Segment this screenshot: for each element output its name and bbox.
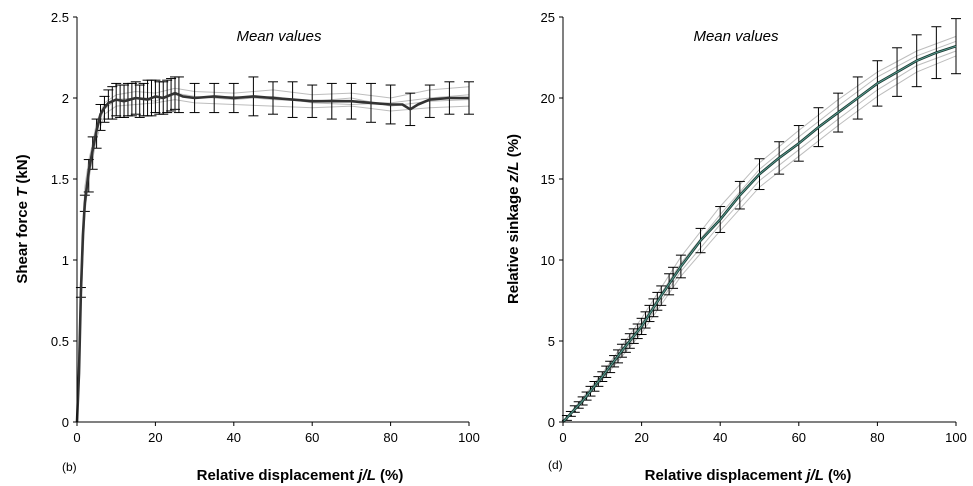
chart-d-x-tick-label: 100 <box>945 430 967 445</box>
chart-d-y-axis-label-symbol: z/L <box>505 161 522 183</box>
chart-b-error-bar <box>107 86 118 120</box>
chart-b-y-axis-label: Shear force T (kN) <box>14 154 31 283</box>
chart-b-x-ticks: 0 20 40 60 80 100 <box>73 422 480 445</box>
chart-b-error-bar <box>424 84 435 118</box>
chart-b-run-lines <box>76 86 470 423</box>
chart-d-x-tick-label: 40 <box>713 430 727 445</box>
chart-d-mean-line <box>562 44 957 423</box>
chart-d-annotation: Mean values <box>693 28 779 45</box>
chart-d-y-axis-label-text: Relative sinkage <box>505 182 522 304</box>
chart-b-run-line-1 <box>76 86 470 423</box>
chart-b-x-tick-label: 40 <box>227 430 241 445</box>
chart-d-x-tick-label: 80 <box>870 430 884 445</box>
chart-b-axes <box>76 17 469 423</box>
chart-d-y-ticks: 0 5 10 15 20 25 <box>541 10 563 430</box>
chart-b-y-ticks: 0 0.5 1 1.5 2 2.5 <box>51 10 77 430</box>
chart-d-y-tick-label: 5 <box>548 334 555 349</box>
chart-d-axes <box>562 17 956 423</box>
chart-d-run-line-4 <box>562 50 957 423</box>
chart-b-run-line-4 <box>76 92 470 423</box>
chart-d-y-tick-label: 0 <box>548 415 555 430</box>
chart-d-run-line-2 <box>562 55 957 423</box>
chart-b-x-axis-label-unit: (%) <box>376 467 404 484</box>
chart-b-y-axis-label-text: Shear force <box>14 197 31 284</box>
chart-d-x-tick-label: 60 <box>792 430 806 445</box>
chart-b-error-bar <box>134 84 145 118</box>
chart-d-mean-line-path <box>562 44 957 423</box>
chart-b-y-tick-label: 2.5 <box>51 10 69 25</box>
chart-d-x-ticks: 0 20 40 60 80 100 <box>559 422 967 445</box>
chart-d-y-axis-label-unit: (%) <box>505 134 522 162</box>
chart-d-y-tick-label: 15 <box>541 172 555 187</box>
chart-b-annotation: Mean values <box>236 28 322 45</box>
chart-b-x-axis-label-text: Relative displacement <box>197 467 359 484</box>
chart-b-run-line-2 <box>76 99 470 423</box>
chart-d-y-axis-label: Relative sinkage z/L (%) <box>505 134 522 304</box>
chart-b-error-bars <box>75 76 474 298</box>
chart-b-y-tick-label: 2 <box>62 91 69 106</box>
chart-d-x-tick-label: 20 <box>634 430 648 445</box>
chart-b-y-tick-label: 1.5 <box>51 172 69 187</box>
chart-d-y-tick-label: 25 <box>541 10 555 25</box>
chart-b-y-axis-label-symbol: T <box>14 186 31 197</box>
chart-b-x-axis-label-symbol: j/L <box>356 467 376 484</box>
chart-b-error-bar <box>209 82 220 114</box>
chart-d-error-bar <box>951 18 961 75</box>
chart-d-run-line-3 <box>562 40 957 423</box>
chart-b-x-tick-label: 60 <box>305 430 319 445</box>
chart-b-y-tick-label: 0.5 <box>51 334 69 349</box>
chart-d-y-tick-label: 20 <box>541 91 555 106</box>
chart-d-x-axis-label-unit: (%) <box>824 467 852 484</box>
chart-d-x-axis-label-text: Relative displacement <box>645 467 807 484</box>
chart-b-mean-line-path <box>75 91 469 423</box>
chart-b-y-tick-label: 0 <box>62 415 69 430</box>
chart-d-error-bars <box>561 18 961 421</box>
chart-b-x-axis-label: Relative displacement j/L (%) <box>197 467 404 484</box>
chart-b-x-tick-label: 100 <box>458 430 480 445</box>
chart-b-x-tick-label: 0 <box>73 430 80 445</box>
chart-b-mean-line <box>75 91 469 423</box>
chart-b-run-line-3 <box>76 94 470 423</box>
chart-d-y-tick-label: 10 <box>541 253 555 268</box>
chart-b-panel-label: (b) <box>62 460 77 474</box>
chart-b-x-tick-label: 80 <box>383 430 397 445</box>
chart-d-x-axis-label-symbol: j/L <box>804 467 824 484</box>
chart-b-y-axis-label-unit: (kN) <box>14 154 31 187</box>
chart-d-panel-label: (d) <box>548 458 563 472</box>
chart-d-x-tick-label: 0 <box>559 430 566 445</box>
chart-b-y-tick-label: 1 <box>62 253 69 268</box>
chart-b: 0 20 40 60 80 100 0 0.5 1 1.5 2 2.5 Mean values (b… <box>14 10 480 484</box>
chart-d-x-axis-label: Relative displacement j/L (%) <box>645 467 852 484</box>
chart-b-x-tick-label: 20 <box>148 430 162 445</box>
chart-d-mean-line-highlight <box>562 45 957 423</box>
